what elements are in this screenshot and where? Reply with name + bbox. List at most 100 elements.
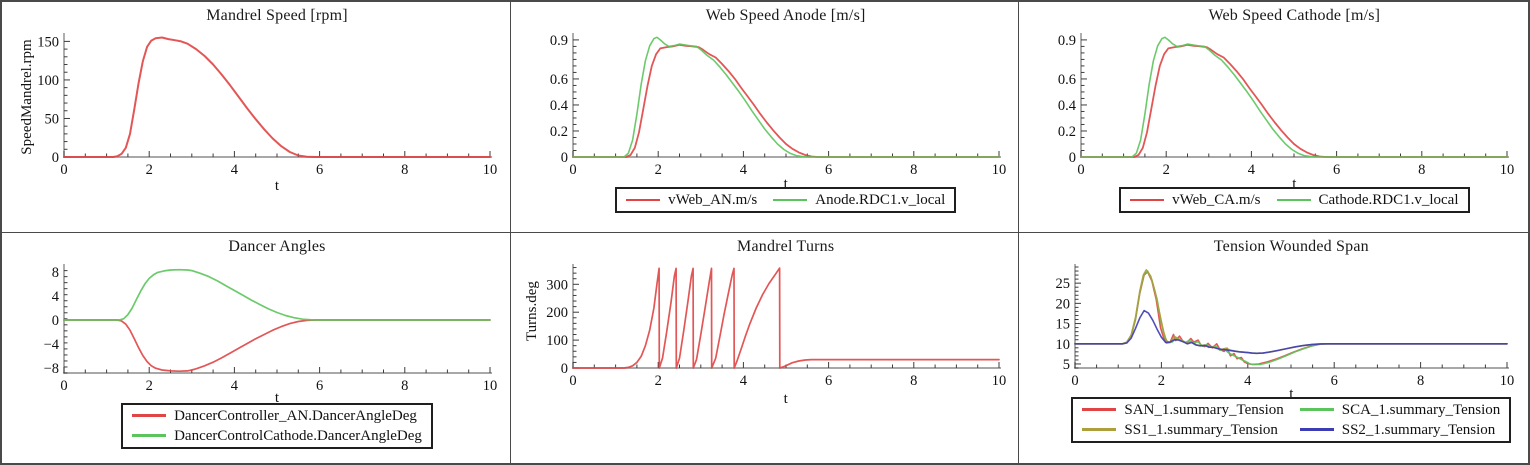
- x-tick-label: 2: [654, 162, 661, 178]
- legend-line-swatch: [1276, 198, 1311, 202]
- y-tick-label: 0.6: [550, 72, 568, 88]
- legend-line-swatch: [1299, 428, 1334, 431]
- series-line-Cathode.RDC1.v_local: [1080, 36, 1509, 158]
- x-tick-label: 2: [1158, 373, 1165, 389]
- chart-mandrel-speed: Mandrel Speed [rpm] 0 2 4 6 8 10 0 50 100 150 t Spe…: [2, 2, 511, 233]
- x-tick-label: 0: [60, 162, 67, 178]
- series-line-vWeb_AN.m/s: [571, 43, 1000, 158]
- chart-title: Dancer Angles: [228, 237, 326, 255]
- plot-area: 0 2 4 6 8 10 0 0.2 0.4 0.6 0.9: [1058, 33, 1514, 178]
- plot-area: 0 2 4 6 8 10 −8 −4 0 4 8: [44, 263, 498, 394]
- x-tick-label: 4: [739, 162, 747, 178]
- y-tick-label: 150: [37, 34, 59, 50]
- chart-title: Mandrel Speed [rpm]: [206, 7, 348, 24]
- y-tick-label: 5: [1063, 356, 1070, 372]
- legend-line-swatch: [773, 198, 808, 202]
- y-tick-label: 0: [52, 150, 59, 166]
- series-line-DancerControlCathode.DancerAngleDeg: [63, 268, 491, 321]
- x-tick-label: 4: [739, 373, 747, 389]
- chart-title: Web Speed Anode [m/s]: [705, 7, 866, 24]
- x-tick-label: 4: [1245, 373, 1253, 389]
- series-line-vWeb_CA.m/s: [1080, 43, 1509, 158]
- y-tick-label: 4: [52, 288, 60, 304]
- x-tick-label: 6: [316, 162, 323, 178]
- chart-dancer-angles: Dancer Angles 0 2 4 6 8 10 −8 −4 0 4 8 t DancerContr…: [2, 232, 511, 463]
- series-line-DancerController_AN.DancerAngleDeg: [63, 318, 491, 372]
- y-axis-label: SpeedMandrel.rpm: [19, 39, 35, 155]
- series-line-SS2_1.summary_Tension: [1074, 309, 1509, 354]
- x-tick-label: 4: [231, 378, 239, 394]
- x-tick-label: 8: [910, 373, 917, 389]
- y-tick-label: 0.2: [1058, 124, 1076, 140]
- plot-area: 0 2 4 6 8 10 5 10 15 20 25: [1056, 263, 1515, 389]
- x-axis-label: t: [783, 176, 788, 192]
- chart-title: Web Speed Cathode [m/s]: [1208, 7, 1381, 24]
- legend-entry-label: SS2_1.summary_Tension: [1341, 421, 1496, 438]
- legend-entry-label: vWeb_CA.m/s: [1172, 192, 1261, 208]
- x-tick-label: 6: [1333, 162, 1340, 178]
- y-tick-label: 100: [37, 73, 59, 89]
- legend-entry: SS1_1.summary_Tension: [1082, 420, 1283, 440]
- x-tick-label: 2: [146, 378, 153, 394]
- y-tick-label: 0.9: [1058, 33, 1076, 49]
- series-line-Anode.RDC1.v_local: [571, 36, 1000, 158]
- legend-entry: SCA_1.summary_Tension: [1299, 400, 1501, 420]
- x-tick-label: 10: [1500, 373, 1515, 389]
- x-tick-label: 4: [1248, 162, 1256, 178]
- y-tick-label: 10: [1056, 336, 1071, 352]
- y-tick-label: −4: [44, 337, 60, 353]
- y-tick-label: 0: [1069, 150, 1076, 166]
- legend-box: SAN_1.summary_Tension SCA_1.summary_Tensi…: [1071, 396, 1512, 443]
- x-axis-label: t: [274, 178, 280, 194]
- legend-line-swatch: [1130, 198, 1165, 202]
- legend-line-swatch: [1299, 408, 1334, 411]
- legend-entry: DancerController_AN.DancerAngleDeg: [132, 406, 422, 426]
- x-tick-label: 0: [569, 162, 576, 178]
- y-tick-label: 8: [52, 264, 59, 280]
- legend-entry: vWeb_AN.m/s: [626, 190, 757, 210]
- x-tick-label: 10: [483, 378, 498, 394]
- x-tick-label: 6: [1331, 373, 1338, 389]
- y-tick-label: 0.6: [1058, 72, 1076, 88]
- chart-title: Tension Wounded Span: [1213, 237, 1369, 255]
- chart-web-speed-cathode: Web Speed Cathode [m/s] 0 2 4 6 8 10 0 0.2 0.4 0.…: [1019, 2, 1528, 233]
- x-tick-label: 0: [60, 378, 67, 394]
- y-tick-label: 0: [560, 150, 567, 166]
- x-tick-label: 2: [146, 162, 153, 178]
- y-tick-label: 25: [1056, 276, 1071, 292]
- chart-web-speed-anode: Web Speed Anode [m/s] 0 2 4 6 8 10 0 0.2 0.4 0.6 0…: [510, 2, 1020, 233]
- legend-entry-label: DancerController_AN.DancerAngleDeg: [174, 407, 417, 424]
- legend-line-swatch: [626, 198, 661, 202]
- legend-line-swatch: [132, 414, 167, 417]
- legend-entry: SAN_1.summary_Tension: [1082, 400, 1284, 420]
- legend-entry-label: SAN_1.summary_Tension: [1124, 401, 1284, 418]
- chart-tension-wounded-span: Tension Wounded Span 0 2 4 6 8 10 5 10 15 20 25 t SA…: [1019, 232, 1528, 463]
- legend-entry: vWeb_CA.m/s: [1130, 190, 1261, 210]
- y-tick-label: 0: [52, 313, 59, 329]
- y-tick-label: 0.4: [1058, 98, 1077, 114]
- series-line-SS1_1.summary_Tension: [1074, 268, 1509, 354]
- x-tick-label: 0: [1072, 373, 1079, 389]
- legend-entry-label: SS1_1.summary_Tension: [1124, 421, 1278, 438]
- legend-entry-label: vWeb_AN.m/s: [668, 192, 758, 208]
- x-tick-label: 6: [825, 162, 832, 178]
- x-tick-label: 8: [401, 378, 408, 394]
- legend-entry-label: SCA_1.summary_Tension: [1341, 401, 1501, 418]
- legend-entry: Cathode.RDC1.v_local: [1276, 190, 1459, 210]
- x-axis-label: t: [1289, 385, 1294, 402]
- x-tick-label: 6: [825, 373, 832, 389]
- x-tick-label: 6: [316, 378, 323, 394]
- legend-entry-label: Anode.RDC1.v_local: [815, 192, 946, 208]
- x-tick-label: 8: [1417, 373, 1424, 389]
- x-axis-label: t: [1292, 176, 1297, 192]
- x-tick-label: 10: [991, 373, 1006, 389]
- x-tick-label: 8: [1419, 162, 1426, 178]
- series-line-SpeedMandrel.rpm: [63, 36, 491, 158]
- x-tick-label: 10: [991, 162, 1006, 178]
- y-tick-label: 0.9: [550, 33, 568, 49]
- chart-title: Mandrel Turns: [737, 237, 835, 255]
- y-tick-label: 100: [546, 333, 568, 349]
- y-tick-label: 200: [546, 305, 568, 321]
